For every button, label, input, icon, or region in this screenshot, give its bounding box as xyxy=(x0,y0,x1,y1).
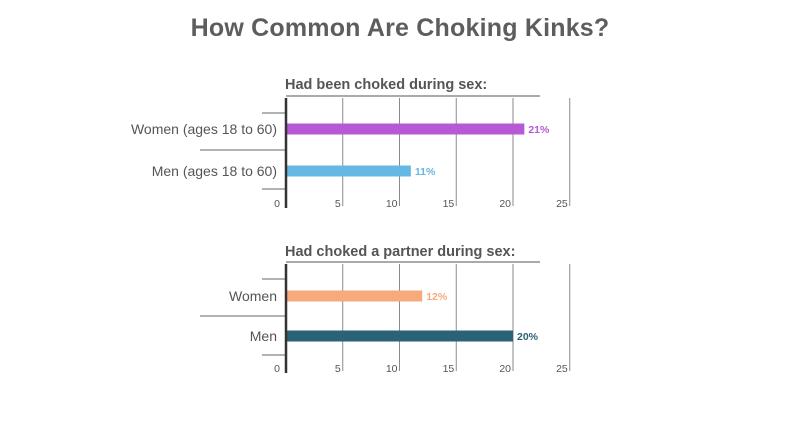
tick-label: 10 xyxy=(386,198,398,210)
tick-label: 15 xyxy=(443,363,455,375)
bar xyxy=(286,290,423,302)
tick-label: 20 xyxy=(499,363,511,375)
tick-label: 25 xyxy=(556,363,568,375)
bar xyxy=(286,165,411,177)
data-label: 12% xyxy=(426,291,448,303)
tick-label: 0 xyxy=(274,198,280,210)
category-label: Men (ages 18 to 60) xyxy=(152,163,277,179)
chart-title: How Common Are Choking Kinks? xyxy=(190,14,610,42)
category-label: Women xyxy=(229,288,277,304)
panel-title: Had been choked during sex: xyxy=(285,77,487,93)
tick-label: 5 xyxy=(335,198,341,210)
data-label: 11% xyxy=(415,166,436,178)
tick-label: 0 xyxy=(274,363,280,375)
panel-title: Had choked a partner during sex: xyxy=(285,244,515,260)
bar xyxy=(286,123,525,135)
tick-label: 10 xyxy=(386,363,398,375)
tick-label: 20 xyxy=(499,198,511,210)
tick-label: 5 xyxy=(335,363,341,375)
category-label: Women (ages 18 to 60) xyxy=(131,121,277,137)
bar xyxy=(286,330,513,342)
category-label: Men xyxy=(250,328,277,344)
data-label: 21% xyxy=(528,124,550,136)
tick-label: 25 xyxy=(556,198,568,210)
tick-label: 15 xyxy=(443,198,455,210)
data-label: 20% xyxy=(517,331,539,343)
